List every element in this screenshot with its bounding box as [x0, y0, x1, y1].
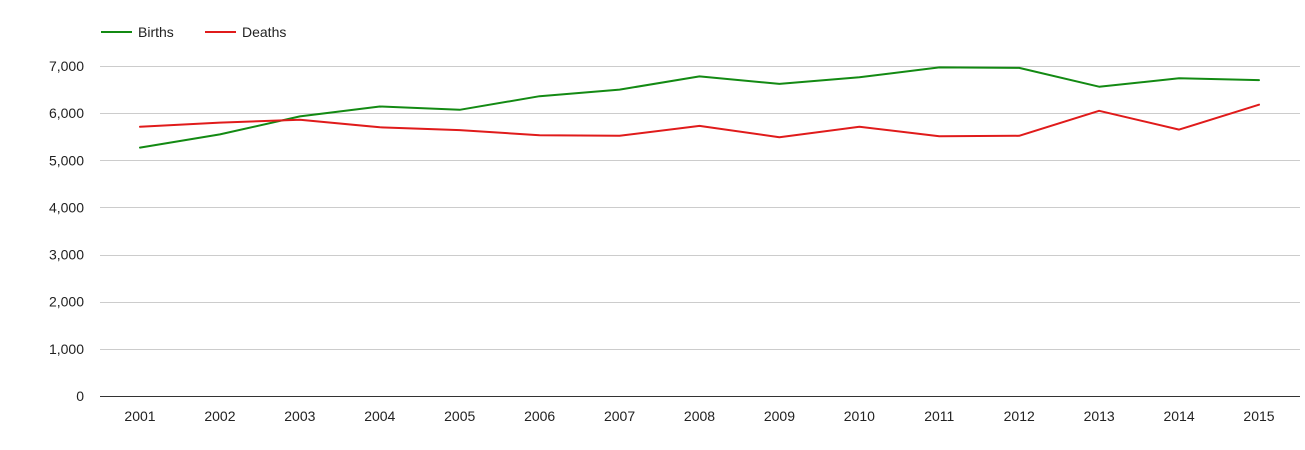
- x-tick-label: 2009: [764, 408, 795, 424]
- x-tick-label: 2002: [204, 408, 235, 424]
- x-tick-label: 2014: [1163, 408, 1194, 424]
- x-tick-label: 2013: [1084, 408, 1115, 424]
- y-tick-label: 1,000: [49, 341, 84, 357]
- series-lines: [139, 66, 1260, 149]
- x-tick-label: 2010: [844, 408, 875, 424]
- legend: Births Deaths: [101, 24, 286, 40]
- x-axis-ticks: 2001 2002 2003 2004 2005 2006 2007 2008 2009 2010…: [124, 408, 1274, 424]
- x-tick-label: 2012: [1004, 408, 1035, 424]
- series-line-births: [139, 66, 1260, 149]
- x-tick-label: 2001: [124, 408, 155, 424]
- x-tick-label: 2004: [364, 408, 395, 424]
- y-tick-label: 5,000: [49, 152, 84, 168]
- x-tick-label: 2008: [684, 408, 715, 424]
- y-axis-ticks: 0 1,000 2,000 3,000 4,000 5,000 6,000 7,000: [49, 58, 84, 404]
- y-tick-label: 2,000: [49, 294, 84, 310]
- x-tick-label: 2007: [604, 408, 635, 424]
- x-tick-label: 2006: [524, 408, 555, 424]
- gridlines: [100, 66, 1300, 397]
- x-tick-label: 2005: [444, 408, 475, 424]
- y-tick-label: 4,000: [49, 199, 84, 215]
- legend-label-deaths: Deaths: [242, 24, 286, 40]
- y-tick-label: 0: [76, 388, 84, 404]
- x-tick-label: 2015: [1243, 408, 1274, 424]
- series-line-deaths: [139, 103, 1260, 139]
- legend-label-births: Births: [138, 24, 174, 40]
- y-tick-label: 6,000: [49, 105, 84, 121]
- y-tick-label: 7,000: [49, 58, 84, 74]
- x-tick-label: 2011: [924, 408, 954, 424]
- y-tick-label: 3,000: [49, 247, 84, 263]
- x-tick-label: 2003: [284, 408, 315, 424]
